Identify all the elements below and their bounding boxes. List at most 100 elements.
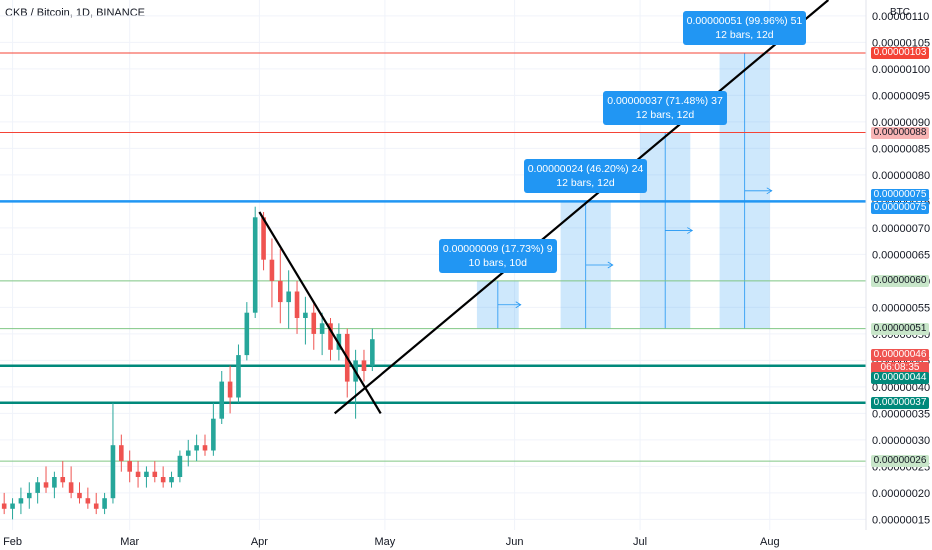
candle-body [43, 482, 49, 488]
price-axis-label: 0.00000075 [871, 202, 929, 215]
candle-body [26, 492, 32, 499]
trend-line [333, 0, 830, 415]
projection-arrow [607, 261, 614, 269]
candle-body [261, 217, 266, 260]
x-tick-label: Mar [120, 536, 139, 548]
candle-body [277, 280, 283, 303]
candle-body [144, 471, 149, 477]
candle-body [227, 381, 233, 398]
price-axis-label: 0.00000026 [871, 455, 929, 468]
y-tick-label: 0.00000100 [872, 64, 930, 76]
y-tick-label: 0.00000040 [872, 382, 930, 394]
projection-callout-line1: 0.00000051 (99.96%) 51 [686, 15, 803, 27]
projection-boxes [476, 53, 773, 329]
projection-callout: 0.00000037 (71.48%) 37 12 bars, 12d [603, 90, 727, 125]
candle-body [160, 477, 166, 483]
candle-body [152, 471, 158, 477]
trend-line [258, 211, 382, 414]
projection-callout: 0.00000051 (99.96%) 51 12 bars, 12d [682, 11, 807, 45]
projection-callout-line1: 0.00000009 (17.73%) 9 [442, 242, 553, 255]
candle-body [60, 477, 66, 483]
candle-body [1, 503, 7, 509]
price-axis: 0.000000150.000000200.000000250.00000030… [872, 11, 930, 527]
y-tick-label: 0.00000035 [872, 408, 930, 420]
candle-body [119, 445, 124, 462]
y-tick-label: 0.00000090 [872, 117, 930, 129]
y-tick-label: 0.00000030 [872, 435, 930, 447]
candle-body [202, 445, 208, 451]
x-tick-label: May [374, 536, 395, 548]
y-tick-label: 0.00000095 [872, 90, 930, 102]
candle-body [219, 381, 225, 419]
y-tick-label: 0.00000065 [872, 249, 930, 261]
candle-body [194, 445, 199, 451]
x-tick-label: Apr [251, 536, 268, 548]
axis-currency-label: BTC [890, 7, 910, 18]
candle-body [52, 477, 57, 488]
time-axis: Feb Mar Apr May Jun Jul Aug [3, 536, 780, 548]
candle-body [236, 355, 241, 398]
candle-body [319, 323, 325, 334]
trend-lines [258, 0, 830, 415]
candle-body [18, 498, 24, 504]
candlesticks [1, 206, 375, 520]
candle-body [102, 498, 107, 509]
projection-callout-line2: 12 bars, 12d [556, 177, 615, 190]
projection-arrow [515, 301, 522, 309]
y-tick-label: 0.00000015 [872, 514, 930, 526]
price-axis-label: 0.00000088 [871, 126, 929, 139]
price-axis-label: 06:08:35 [871, 362, 929, 375]
candle-body [110, 445, 116, 499]
x-tick-label: Aug [760, 536, 780, 548]
projection-callout-line1: 0.00000037 (71.48%) 37 [607, 94, 723, 107]
candle-body [77, 492, 82, 499]
candle-body [177, 455, 183, 477]
price-axis-label: 0.00000075 [871, 189, 929, 202]
projection-callout: 0.00000024 (46.20%) 24 12 bars, 12d [523, 159, 648, 194]
y-tick-label: 0.00000080 [872, 170, 930, 182]
candle-body [303, 312, 308, 318]
candle-body [294, 291, 300, 318]
projection-callout-line2: 10 bars, 10d [468, 256, 527, 269]
projection-arrow [687, 227, 694, 234]
y-tick-label: 0.00000070 [872, 223, 930, 235]
candle-body [311, 312, 317, 334]
candle-body [370, 339, 375, 366]
y-tick-label: 0.00000020 [872, 488, 930, 500]
y-tick-label: 0.00000105 [872, 37, 930, 49]
price-axis-label: 0.00000046 [871, 349, 929, 362]
candle-body [169, 477, 174, 483]
candle-body [328, 323, 333, 350]
candle-body [252, 217, 258, 313]
candle-body [127, 461, 132, 472]
projection-callout-line1: 0.00000024 (46.20%) 24 [527, 163, 644, 176]
candle-body [361, 360, 367, 371]
candle-body [211, 418, 216, 451]
candle-body [185, 450, 191, 456]
price-axis-label: 0.00000103 [871, 47, 929, 59]
candle-body [269, 259, 275, 281]
candle-body [68, 482, 74, 493]
candle-body [10, 503, 15, 509]
horizontal-levels [0, 52, 866, 462]
candle-body [135, 471, 141, 477]
x-tick-label: Jul [633, 536, 647, 548]
price-axis-label: 0.00000060 [871, 274, 929, 287]
price-axis-label: 0.00000051 [871, 322, 929, 335]
candle-body [244, 312, 250, 356]
projection-arrow [766, 187, 773, 195]
x-tick-label: Feb [3, 536, 22, 548]
y-tick-label: 0.00000110 [872, 11, 929, 23]
x-tick-label: Jun [506, 536, 524, 548]
y-tick-label: 0.00000085 [872, 143, 930, 155]
candle-body [93, 503, 99, 509]
candle-body [85, 498, 91, 504]
candle-body [286, 291, 291, 303]
projection-callout-line2: 12 bars, 12d [635, 108, 695, 121]
projection-callout: 0.00000009 (17.73%) 9 10 bars, 10d [438, 238, 557, 273]
price-axis-label: 0.00000044 [871, 371, 929, 384]
candle-body [35, 482, 40, 493]
projection-callout-line2: 12 bars, 12d [715, 29, 774, 41]
price-axis-label: 0.00000037 [871, 396, 929, 409]
